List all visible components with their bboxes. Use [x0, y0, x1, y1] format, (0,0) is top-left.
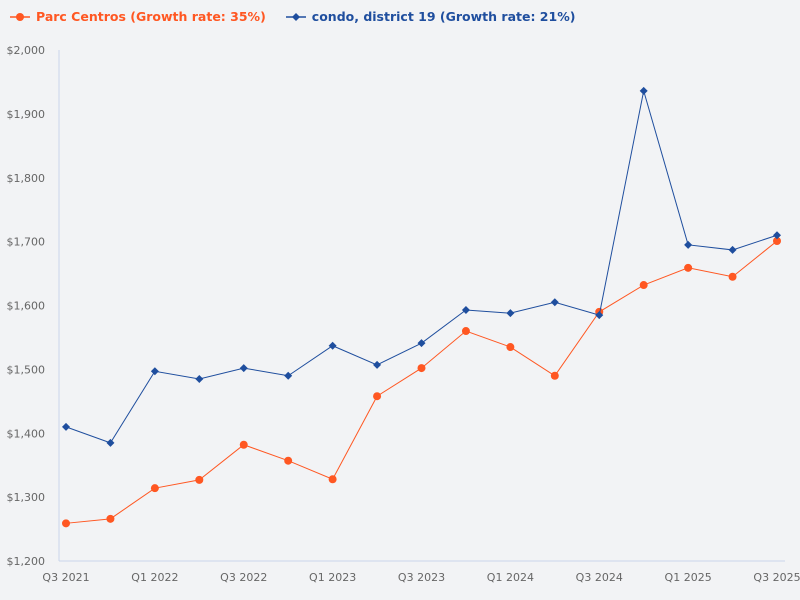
series-0 — [62, 236, 781, 528]
data-point[interactable] — [639, 281, 648, 290]
data-point[interactable] — [195, 475, 204, 484]
x-tick-label: Q1 2024 — [487, 571, 534, 584]
series-line — [65, 240, 778, 524]
data-point[interactable] — [417, 364, 426, 373]
data-point[interactable] — [150, 484, 159, 493]
data-point[interactable] — [728, 245, 737, 254]
y-tick-label: $1,300 — [7, 491, 46, 504]
x-tick-label: Q3 2023 — [398, 571, 445, 584]
y-tick-label: $2,000 — [7, 44, 46, 57]
data-point[interactable] — [373, 360, 382, 369]
legend: Parc Centros (Growth rate: 35%) condo, d… — [10, 9, 575, 24]
y-tick-label: $1,200 — [7, 555, 46, 568]
legend-item-condo-district-19[interactable]: condo, district 19 (Growth rate: 21%) — [285, 9, 576, 24]
y-tick-label: $1,500 — [7, 363, 46, 376]
data-point[interactable] — [417, 339, 426, 348]
x-tick-label: Q1 2025 — [665, 571, 712, 584]
data-point[interactable] — [506, 343, 515, 352]
data-point[interactable] — [106, 514, 115, 523]
data-point[interactable] — [328, 341, 337, 350]
data-point[interactable] — [639, 86, 648, 95]
x-tick-label: Q3 2022 — [220, 571, 267, 584]
data-point[interactable] — [150, 367, 159, 376]
data-point[interactable] — [461, 327, 470, 336]
data-point[interactable] — [461, 305, 470, 314]
y-tick-label: $1,800 — [7, 172, 46, 185]
data-point[interactable] — [62, 422, 70, 431]
y-tick-label: $1,600 — [7, 300, 46, 313]
data-point[interactable] — [373, 392, 382, 401]
data-point[interactable] — [773, 231, 781, 240]
data-point[interactable] — [550, 371, 559, 380]
circle-marker-icon — [10, 12, 30, 21]
x-tick-label: Q3 2024 — [576, 571, 623, 584]
y-tick-label: $1,700 — [7, 236, 46, 249]
data-point[interactable] — [684, 240, 693, 249]
data-point[interactable] — [239, 364, 248, 373]
data-point[interactable] — [773, 236, 781, 245]
data-point[interactable] — [62, 519, 70, 528]
data-point[interactable] — [728, 272, 737, 281]
legend-label: Parc Centros (Growth rate: 35%) — [36, 9, 266, 24]
legend-item-parc-centros[interactable]: Parc Centros (Growth rate: 35%) — [10, 9, 266, 24]
series-line — [65, 90, 778, 444]
legend-label: condo, district 19 (Growth rate: 21%) — [311, 9, 576, 24]
data-point[interactable] — [284, 371, 293, 380]
data-point[interactable] — [506, 309, 515, 318]
data-point[interactable] — [106, 438, 115, 447]
diamond-marker-icon — [285, 12, 306, 21]
data-point[interactable] — [595, 311, 604, 320]
data-point[interactable] — [684, 263, 693, 272]
data-point[interactable] — [550, 298, 559, 307]
series-1 — [62, 86, 781, 447]
data-point[interactable] — [239, 440, 248, 449]
data-point[interactable] — [195, 374, 204, 383]
x-tick-label: Q3 2025 — [753, 571, 800, 584]
data-point[interactable] — [284, 456, 293, 465]
x-tick-label: Q1 2022 — [131, 571, 178, 584]
y-tick-label: $1,400 — [7, 427, 46, 440]
x-tick-label: Q1 2023 — [309, 571, 356, 584]
x-tick-label: Q3 2021 — [42, 571, 89, 584]
data-point[interactable] — [328, 475, 337, 484]
y-tick-label: $1,900 — [7, 108, 46, 121]
